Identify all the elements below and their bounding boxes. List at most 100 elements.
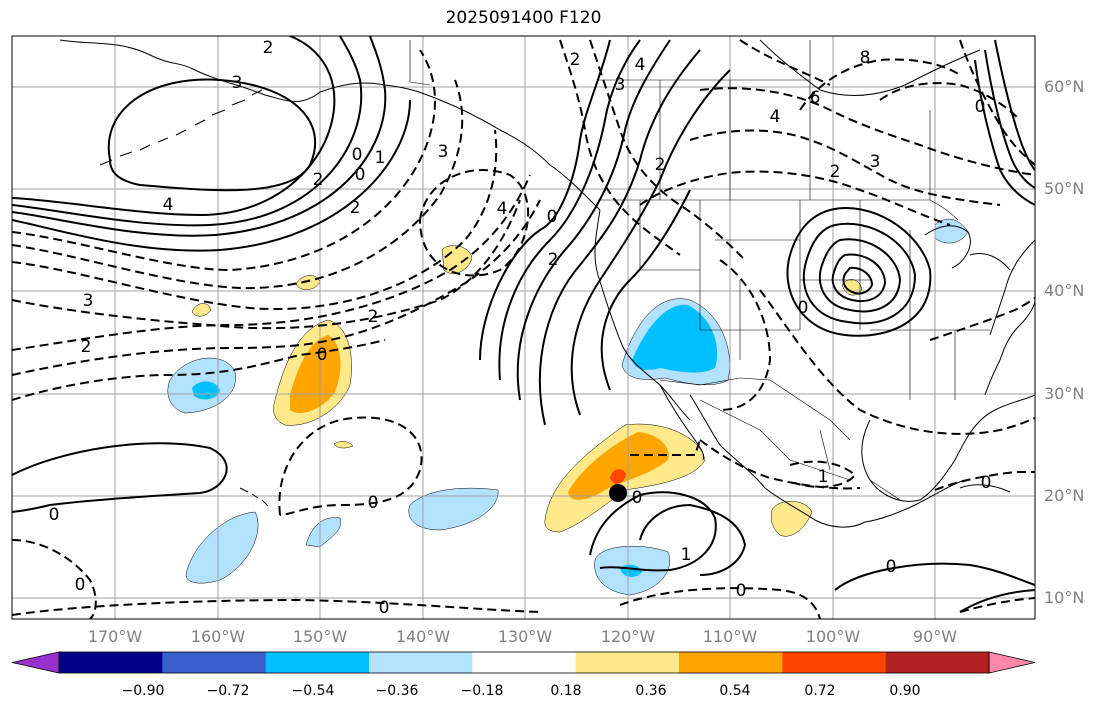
dashed-contour xyxy=(934,471,1035,491)
solid-contour xyxy=(984,49,1035,189)
solid-contour xyxy=(639,503,747,576)
dashed-contour xyxy=(699,87,1035,176)
contour-label: 2 xyxy=(548,250,559,270)
dashed-contour-lines xyxy=(12,39,1035,619)
shade-yellow xyxy=(191,303,212,317)
contour-label: 2 xyxy=(570,50,581,70)
cuba xyxy=(959,484,1011,493)
canada-provinces xyxy=(598,40,931,200)
solid-contour xyxy=(538,49,701,426)
dashed-contour xyxy=(789,460,857,488)
alaska-coast xyxy=(59,39,601,211)
political-borders xyxy=(409,40,990,501)
dashed-contour xyxy=(739,39,831,86)
contour-label: 0 xyxy=(368,493,379,513)
east-coast xyxy=(989,239,1035,336)
colorbar-segment xyxy=(472,652,577,673)
contour-label: 2 xyxy=(313,170,324,190)
contour-label: 0 xyxy=(317,345,328,365)
dashed-contour xyxy=(589,39,746,261)
lon-label: 150°W xyxy=(292,627,348,646)
colorbar-tick-label: −0.90 xyxy=(121,683,165,699)
shade-blue xyxy=(632,304,718,373)
florida xyxy=(984,299,1035,396)
dashed-contour xyxy=(12,598,541,616)
solid-contour xyxy=(12,36,363,227)
solid-contour xyxy=(12,36,336,217)
contour-label: 1 xyxy=(818,467,829,487)
solid-contour xyxy=(12,36,387,237)
shade-light-blue xyxy=(185,511,259,584)
lat-label: 10°N xyxy=(1044,588,1085,607)
dashed-contour xyxy=(959,597,1035,613)
contour-label: 2 xyxy=(655,155,666,175)
lat-label: 40°N xyxy=(1044,281,1085,300)
colorbar-segment xyxy=(575,652,680,673)
contour-label: 4 xyxy=(770,107,781,127)
lat-label: 20°N xyxy=(1044,486,1085,505)
lon-label: 100°W xyxy=(805,627,861,646)
lat-lon-grid xyxy=(12,36,1035,619)
lon-label: 110°W xyxy=(702,627,758,646)
lon-label: 90°W xyxy=(912,627,958,646)
west-coast xyxy=(594,209,691,421)
contour-lines xyxy=(12,36,1035,613)
colorbar-tick-label: −0.54 xyxy=(291,683,335,699)
contour-label: 0 xyxy=(352,145,363,165)
contour-label: 0 xyxy=(736,581,747,601)
contour-label: 3 xyxy=(438,142,449,162)
colorbar-extend-high xyxy=(988,651,1036,674)
gulf-coast xyxy=(861,394,1035,502)
shade-yellow xyxy=(771,501,813,537)
contour-label: 4 xyxy=(635,55,646,75)
shade-light-blue xyxy=(408,487,499,531)
dashed-contour xyxy=(879,82,1021,121)
dashed-contour xyxy=(719,259,772,411)
shade-red xyxy=(610,469,626,484)
solid-contour xyxy=(802,222,917,325)
colorbar-segment xyxy=(59,652,163,673)
dashed-contour xyxy=(12,79,464,290)
solid-contour xyxy=(834,562,1035,591)
hawaii xyxy=(239,487,269,507)
contour-label: 2 xyxy=(350,198,361,218)
colorbar xyxy=(11,651,1036,674)
colorbar-segment xyxy=(885,652,990,673)
colorbar-frame xyxy=(58,651,990,674)
colorbar-tick-label: −0.36 xyxy=(375,683,419,699)
colorbar-tick-label: 0.72 xyxy=(804,683,836,699)
dashed-contour xyxy=(759,289,1035,435)
dashed-contour xyxy=(929,297,1035,341)
solid-contour xyxy=(974,59,1035,206)
contour-label: 0 xyxy=(975,97,986,117)
lon-label: 160°W xyxy=(190,627,246,646)
solid-contour xyxy=(589,491,717,572)
solid-contour xyxy=(12,442,228,513)
colorbar-extend-low xyxy=(11,651,60,674)
lon-label: 120°W xyxy=(600,627,656,646)
contour-label: 0 xyxy=(49,505,60,525)
solid-contour xyxy=(842,266,874,295)
dashed-contour xyxy=(619,587,821,619)
solid-contour xyxy=(994,39,1035,171)
contour-label: 2 xyxy=(81,337,92,357)
contour-label: 0 xyxy=(379,598,390,618)
lat-label: 60°N xyxy=(1044,77,1085,96)
baja-california xyxy=(659,384,766,489)
contour-label: 0 xyxy=(75,575,86,595)
solid-contour xyxy=(12,99,411,252)
contour-label: 0 xyxy=(798,298,809,318)
contour-label: 3 xyxy=(615,75,626,95)
lat-label: 50°N xyxy=(1044,179,1085,198)
map-frame xyxy=(11,35,1036,620)
state-borders xyxy=(639,200,990,400)
mexico-states xyxy=(699,399,901,501)
contour-label-group: 2 3 4 2 0 0 1 2 3 4 2 0 2 4 3 2 4 6 8 2 … xyxy=(49,38,992,618)
solid-contour xyxy=(600,189,691,391)
dashed-contour xyxy=(639,170,951,226)
dashed-contour xyxy=(699,439,861,490)
solid-contour xyxy=(498,39,641,381)
shade-orange xyxy=(568,432,669,500)
colorbar-tick-label: −0.72 xyxy=(206,683,250,699)
contour-label: 0 xyxy=(547,207,558,227)
